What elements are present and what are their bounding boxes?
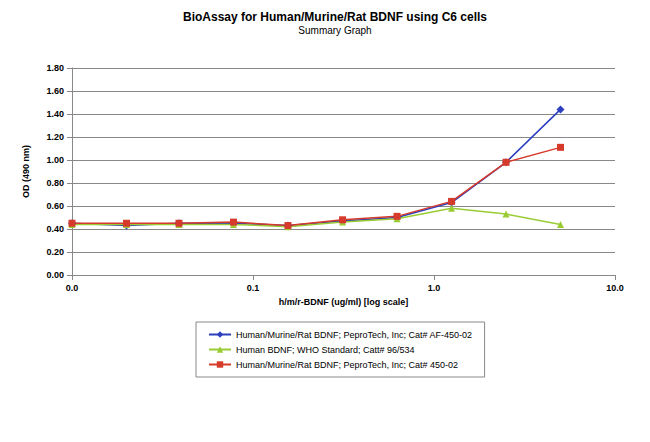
svg-text:OD (490 nm): OD (490 nm)	[21, 145, 31, 198]
svg-text:0.1: 0.1	[247, 283, 260, 293]
svg-text:1.0: 1.0	[428, 283, 441, 293]
svg-text:1.00: 1.00	[46, 155, 64, 165]
svg-text:1.20: 1.20	[46, 132, 64, 142]
svg-text:1.80: 1.80	[46, 63, 64, 73]
svg-text:0.0: 0.0	[66, 283, 79, 293]
svg-text:0.80: 0.80	[46, 178, 64, 188]
svg-text:0.60: 0.60	[46, 201, 64, 211]
svg-text:1.60: 1.60	[46, 86, 64, 96]
svg-text:h/m/r-BDNF (ug/ml) [log scale]: h/m/r-BDNF (ug/ml) [log scale]	[279, 297, 409, 307]
svg-text:Human/Murine/Rat BDNF; PeproTe: Human/Murine/Rat BDNF; PeproTech, Inc; C…	[236, 360, 458, 370]
svg-text:0.20: 0.20	[46, 247, 64, 257]
svg-text:0.00: 0.00	[46, 270, 64, 280]
svg-text:BioAssay for Human/Murine/Rat: BioAssay for Human/Murine/Rat BDNF using…	[183, 10, 487, 24]
svg-text:Human/Murine/Rat BDNF; PeproTe: Human/Murine/Rat BDNF; PeproTech, Inc; C…	[236, 330, 472, 340]
svg-text:Summary Graph: Summary Graph	[298, 25, 371, 36]
svg-text:1.40: 1.40	[46, 109, 64, 119]
svg-text:0.40: 0.40	[46, 224, 64, 234]
svg-text:10.0: 10.0	[606, 283, 624, 293]
svg-text:Human BDNF; WHO Standard; Catt: Human BDNF; WHO Standard; Catt# 96/534	[236, 345, 415, 355]
